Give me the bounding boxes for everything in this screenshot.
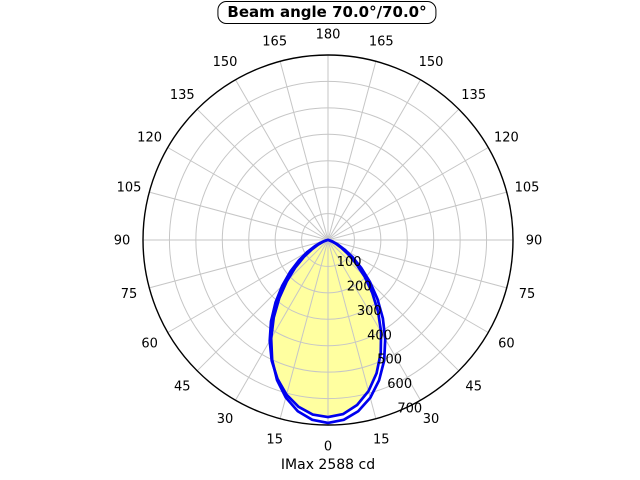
- polar-grid-ring: [168, 80, 488, 400]
- polar-grid-spoke: [279, 61, 329, 241]
- angle-tick-label: 60: [498, 337, 515, 352]
- angle-tick-label: 75: [519, 287, 536, 302]
- angle-tick-label: 150: [419, 55, 444, 70]
- polar-grid-spoke: [327, 239, 377, 419]
- polar-grid-spoke: [149, 191, 329, 241]
- angle-tick-label: 30: [423, 412, 440, 427]
- r-tick-label: 700: [397, 401, 422, 416]
- angle-tick-label: 0: [324, 440, 332, 455]
- beam-curve-outline: [269, 238, 387, 425]
- polar-grid-spoke: [327, 239, 489, 333]
- polar-axis-circle: [142, 54, 514, 426]
- polar-grid-spoke: [327, 79, 421, 241]
- angle-tick-label: 45: [465, 379, 482, 394]
- r-tick-label: 200: [347, 279, 372, 294]
- polar-grid-spoke: [327, 108, 460, 241]
- polar-grid-spoke: [327, 147, 489, 241]
- angle-tick-label: 120: [137, 131, 162, 146]
- angle-tick-label: 30: [217, 412, 234, 427]
- r-tick-label: 500: [377, 353, 402, 368]
- polar-grid-spoke: [196, 239, 329, 372]
- r-tick-label: 300: [357, 304, 382, 319]
- polar-grid-ring: [195, 107, 461, 373]
- angle-tick-label: 105: [515, 180, 540, 195]
- polar-grid-spoke: [327, 239, 460, 372]
- polar-grid-spoke: [327, 61, 377, 241]
- polar-grid-spoke: [196, 108, 329, 241]
- angle-tick-label: 75: [121, 287, 138, 302]
- polar-grid-ring: [274, 186, 382, 294]
- angle-tick-label: 120: [494, 131, 519, 146]
- angle-tick-label: 105: [117, 180, 142, 195]
- angle-tick-label: 60: [141, 337, 158, 352]
- polar-grid-spoke: [327, 239, 421, 401]
- polar-grid-spoke: [235, 239, 329, 401]
- polar-grid-ring: [301, 213, 355, 267]
- angle-tick-label: 15: [266, 433, 283, 448]
- angle-tick-label: 90: [114, 234, 131, 249]
- r-tick-label: 400: [367, 328, 392, 343]
- angle-tick-label: 165: [262, 35, 287, 50]
- angle-tick-label: 90: [526, 234, 543, 249]
- polar-grid-spoke: [235, 79, 329, 241]
- polar-grid-ring: [248, 160, 408, 320]
- polar-grid-spoke: [279, 239, 329, 419]
- polar-grid-spoke: [327, 239, 507, 289]
- angle-tick-label: 45: [174, 379, 191, 394]
- angle-tick-label: 180: [316, 28, 341, 43]
- angle-tick-label: 165: [369, 35, 394, 50]
- angle-tick-label: 150: [213, 55, 238, 70]
- angle-tick-label: 15: [373, 433, 390, 448]
- r-tick-label: 600: [387, 377, 412, 392]
- polar-grid-spoke: [167, 239, 329, 333]
- r-tick-label: 100: [337, 255, 362, 270]
- polar-grid-spoke: [327, 191, 507, 241]
- polar-grid-ring: [221, 133, 435, 347]
- polar-grid-spoke: [149, 239, 329, 289]
- angle-tick-label: 135: [461, 88, 486, 103]
- polar-grid-spoke: [167, 147, 329, 241]
- imax-caption: IMax 2588 cd: [280, 457, 376, 473]
- angle-tick-label: 135: [170, 88, 195, 103]
- chart-title: Beam angle 70.0°/70.0°: [217, 1, 437, 24]
